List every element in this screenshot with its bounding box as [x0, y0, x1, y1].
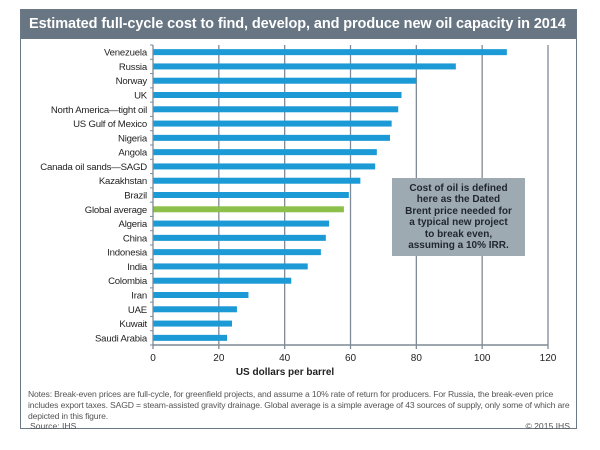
annotation-text: Cost of oil is defined here as the Dated…: [405, 182, 512, 252]
bar: [153, 249, 321, 256]
category-label: Nigeria: [118, 133, 148, 144]
annotation-box: Cost of oil is defined here as the Dated…: [392, 178, 525, 256]
category-label: Norway: [116, 76, 148, 87]
axes: [150, 44, 549, 349]
notes-text: Notes: Break-even prices are full-cycle,…: [28, 389, 570, 421]
category-label: Saudi Arabia: [95, 333, 148, 344]
bar: [153, 306, 237, 313]
x-tick-labels: 0 20 40 60 80 100 120: [150, 353, 557, 364]
bar: [153, 320, 232, 327]
category-label: Kuwait: [119, 319, 147, 330]
bar: [153, 134, 390, 141]
category-label: Russia: [119, 62, 148, 73]
x-tick-label: 60: [345, 353, 357, 364]
category-labels: Venezuela Russia Norway UK North America—tig…: [40, 48, 148, 345]
x-tick-label: 20: [213, 353, 225, 364]
x-tick-label: 120: [540, 353, 557, 364]
bar: [153, 177, 361, 184]
category-label: Angola: [118, 148, 148, 159]
category-label: North America—tight oil: [51, 105, 147, 116]
bar-highlight: [153, 206, 344, 213]
bar: [153, 334, 228, 341]
category-label: US Gulf of Mexico: [73, 119, 147, 130]
bar: [153, 277, 292, 284]
category-label: UAE: [128, 305, 147, 316]
category-label: Global average: [85, 205, 147, 216]
bar: [153, 263, 308, 270]
bar: [153, 192, 349, 198]
bar: [153, 77, 417, 84]
category-label: Kazakhstan: [99, 176, 147, 187]
bar: [153, 49, 507, 56]
x-tick-label: 0: [150, 353, 156, 364]
bar: [153, 92, 402, 98]
category-label: India: [127, 262, 148, 273]
bar: [153, 234, 326, 241]
bar: [153, 292, 249, 298]
category-label: Algeria: [119, 219, 148, 230]
bars: [153, 49, 507, 341]
chart-title: Estimated full-cycle cost to find, devel…: [21, 10, 576, 39]
x-tick-label: 40: [279, 353, 291, 364]
category-label: China: [123, 233, 148, 244]
x-tick-label: 80: [411, 353, 423, 364]
x-axis-title: US dollars per barrel: [236, 367, 335, 378]
bar: [153, 63, 456, 70]
bar: [153, 149, 377, 156]
bar: [153, 120, 392, 127]
category-label: UK: [134, 91, 148, 102]
category-label: Iran: [131, 291, 147, 302]
bar: [153, 163, 376, 170]
category-label: Brazil: [124, 191, 147, 202]
category-label: Colombia: [108, 276, 148, 287]
copyright-text: © 2015 IHS: [525, 421, 570, 431]
category-label: Indonesia: [107, 248, 148, 259]
bar: [153, 220, 330, 227]
category-label: Canada oil sands—SAGD: [40, 162, 147, 173]
category-label: Venezuela: [104, 48, 148, 59]
source-text: Source: IHS: [30, 421, 77, 431]
bar: [153, 106, 399, 113]
x-tick-label: 100: [474, 353, 491, 364]
